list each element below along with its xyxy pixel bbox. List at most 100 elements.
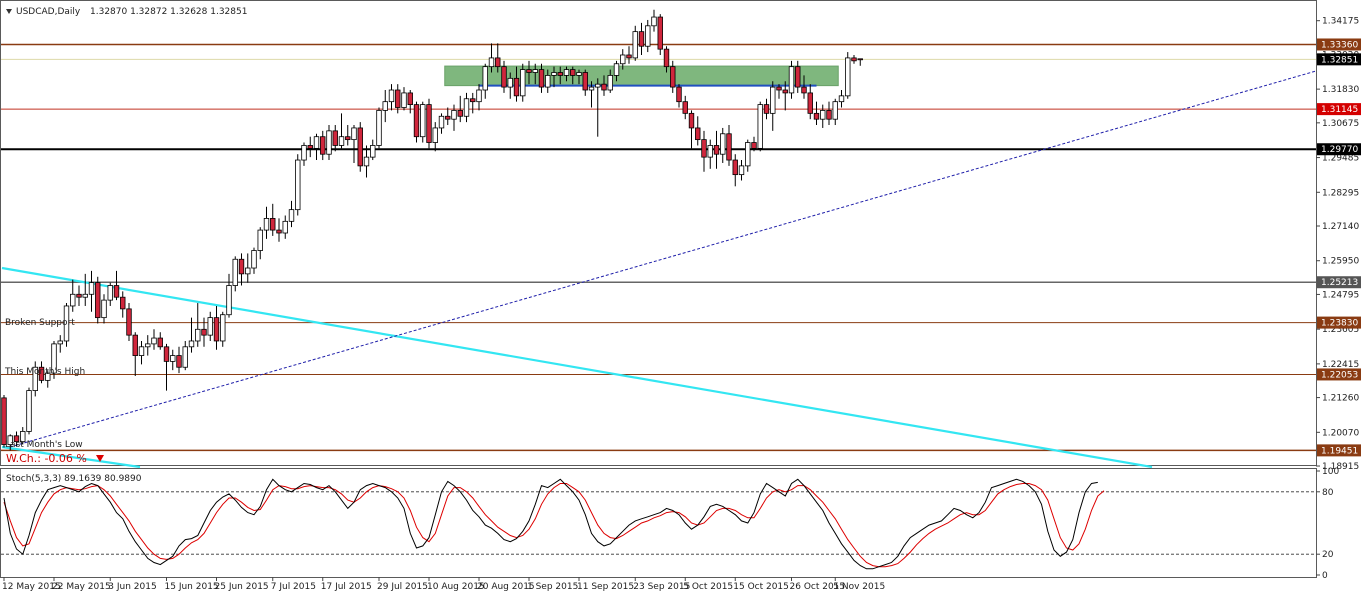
price-tick-label: 1.31830: [1322, 85, 1359, 95]
price-tag: [1317, 143, 1361, 156]
bull-candle: [476, 89, 482, 103]
bear-candle: [320, 136, 326, 155]
bull-candle: [388, 89, 395, 103]
bull-candle: [257, 229, 263, 251]
bull-candle: [432, 127, 438, 143]
annotation-month-high: This Month's High: [4, 367, 85, 377]
bull-candle: [295, 159, 301, 211]
bear-candle: [807, 92, 813, 114]
symbol-label: USDCAD,Daily: [16, 7, 81, 17]
bull-candle: [520, 69, 526, 97]
price-tag-label: 1.23830: [1321, 319, 1358, 329]
price-tick-label: 1.28295: [1322, 188, 1359, 198]
weekly-change-label: W.Ch.: -0.06 %: [6, 452, 87, 465]
bull-candle: [245, 267, 251, 275]
bull-candle: [613, 63, 620, 76]
triangle-down-icon[interactable]: [6, 9, 12, 14]
bear-candle: [676, 86, 682, 103]
bull-candle: [57, 340, 63, 345]
bear-candle: [276, 229, 282, 234]
bull-candle: [326, 130, 332, 155]
bear-candle: [395, 89, 401, 108]
price-tick-label: 1.18915: [1322, 462, 1359, 472]
time-tick-label: 12 May 2015: [2, 582, 61, 592]
bear-candle: [763, 104, 770, 114]
bear-candle: [357, 127, 363, 167]
bull-candle: [32, 366, 38, 391]
bear-candle: [826, 110, 832, 120]
time-tick-label: 22 May 2015: [52, 582, 111, 592]
price-tick-label: 1.29485: [1322, 154, 1359, 164]
bull-candle: [370, 145, 376, 158]
bull-candle: [438, 115, 445, 129]
bull-candle: [138, 346, 145, 356]
price-tick-label: 1.23605: [1322, 325, 1359, 335]
price-tick-label: 1.20070: [1322, 428, 1359, 438]
price-tag-label: 1.33360: [1321, 40, 1358, 50]
price-tag: [1317, 276, 1361, 289]
price-tick-label: 1.30675: [1322, 119, 1359, 129]
bull-candle: [145, 343, 151, 348]
price-tag-label: 1.22053: [1321, 370, 1358, 380]
bear-candle: [176, 355, 182, 368]
bear-candle: [670, 66, 676, 88]
bull-candle: [301, 145, 307, 161]
bear-candle: [413, 104, 420, 138]
bull-candle: [207, 317, 213, 336]
bear-candle: [695, 127, 701, 141]
bull-candle: [563, 69, 570, 76]
bear-candle: [513, 77, 520, 97]
bear-candle: [470, 98, 476, 103]
bull-candle: [838, 95, 845, 103]
bull-candle: [607, 75, 613, 91]
bull-candle: [82, 293, 88, 298]
bull-candle: [232, 258, 238, 286]
bear-candle: [601, 83, 607, 91]
bull-candle: [451, 110, 457, 120]
bear-candle: [538, 69, 545, 88]
bull-candle: [720, 133, 726, 155]
time-tick-label: 7 Jul 2015: [271, 582, 316, 592]
price-tag-label: 1.29770: [1321, 145, 1358, 155]
bull-candle: [651, 16, 657, 27]
time-tick-label: 20 Aug 2015: [477, 582, 535, 592]
bull-candle: [532, 69, 538, 73]
time-tick-label: 17 Jul 2015: [321, 582, 372, 592]
bear-candle: [801, 86, 807, 94]
bull-candle: [51, 343, 57, 374]
bear-candle: [638, 31, 645, 47]
bull-candle: [845, 57, 851, 97]
bull-candle: [738, 165, 745, 176]
bear-candle: [13, 435, 20, 443]
price-tag: [1317, 368, 1361, 381]
bull-candle: [182, 346, 188, 368]
bull-candle: [551, 72, 557, 76]
bear-candle: [751, 142, 757, 149]
bear-candle: [732, 159, 738, 176]
bull-candle: [351, 127, 357, 141]
bear-candle: [95, 282, 101, 319]
time-tick-label: 5 Nov 2015: [833, 582, 885, 592]
bull-candle: [151, 337, 157, 345]
bull-candle: [620, 54, 626, 65]
stoch-levels: [1, 491, 1316, 555]
bull-candle: [376, 110, 382, 146]
bull-candle: [282, 220, 288, 234]
time-tick-label: 15 Jun 2015: [165, 582, 219, 592]
bull-candle: [63, 305, 70, 342]
bear-candle: [657, 16, 663, 50]
channel-line-lower: [1, 445, 141, 469]
bear-candle: [557, 72, 563, 76]
bull-candle: [507, 77, 513, 88]
time-tick-label: 25 Jun 2015: [215, 582, 269, 592]
bear-candle: [495, 57, 501, 68]
bear-candle: [851, 57, 857, 62]
bull-candle: [45, 372, 51, 381]
price-tick-label: 1.24795: [1322, 290, 1359, 300]
bull-candle: [88, 282, 95, 295]
bear-candle: [157, 337, 163, 348]
price-tick-label: 1.34175: [1322, 17, 1359, 27]
bull-candle: [195, 328, 201, 342]
